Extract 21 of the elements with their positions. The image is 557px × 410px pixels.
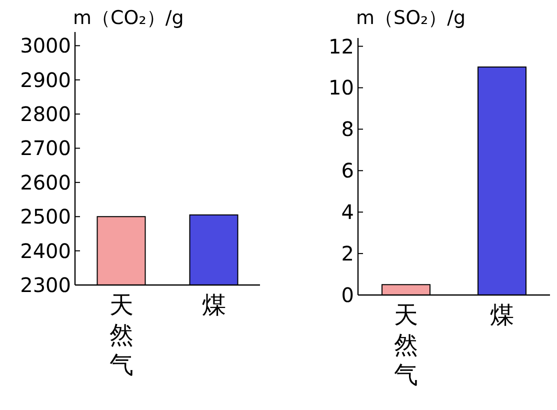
x-tick-label: 煤 <box>202 291 226 319</box>
y-tick-label: 3000 <box>20 34 71 58</box>
y-tick-label: 2300 <box>20 273 71 297</box>
y-tick-label: 2400 <box>20 238 71 263</box>
y-axis-title: m（CO₂）/g <box>73 7 184 29</box>
y-tick-label: 2500 <box>20 204 71 229</box>
y-tick-label: 0 <box>341 283 354 307</box>
y-tick-label: 6 <box>341 158 354 183</box>
y-tick-label: 4 <box>341 200 354 224</box>
y-tick-label: 2800 <box>20 102 71 126</box>
y-axis-title: m（SO₂）/g <box>356 7 466 29</box>
y-tick-label: 2 <box>341 242 354 266</box>
x-tick-label: 天然气 <box>109 291 134 379</box>
x-tick-label: 天然气 <box>394 301 418 389</box>
y-tick-label: 12 <box>328 34 354 58</box>
y-tick-label: 2900 <box>20 68 71 92</box>
y-tick-label: 2600 <box>20 170 71 194</box>
y-tick-label: 2700 <box>20 136 71 160</box>
x-tick-label: 煤 <box>490 301 514 329</box>
y-tick-label: 8 <box>341 117 354 142</box>
y-tick-label: 10 <box>328 76 354 100</box>
